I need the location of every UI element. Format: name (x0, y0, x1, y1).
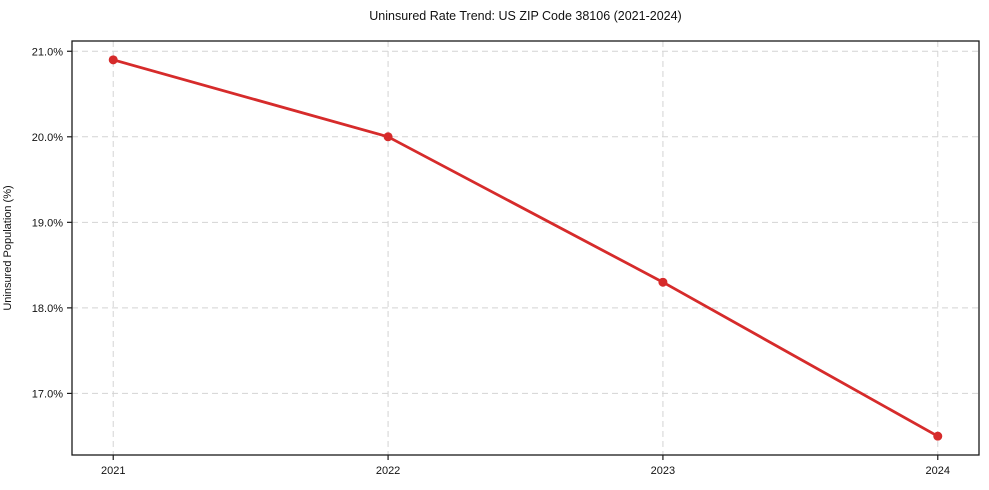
data-point-2024 (933, 431, 943, 441)
y-tick-label: 18.0% (32, 303, 63, 315)
trend-line (111, 58, 940, 438)
x-tick-label: 2022 (376, 465, 400, 477)
x-tick-label: 2023 (651, 465, 675, 477)
data-point-2021 (108, 55, 118, 65)
data-point-2023 (658, 277, 668, 287)
chart-title: Uninsured Rate Trend: US ZIP Code 38106 … (369, 9, 682, 23)
x-tick-label: 2021 (101, 465, 125, 477)
data-point-2022 (383, 132, 393, 142)
y-tick-label: 21.0% (32, 46, 63, 58)
y-tick-label: 19.0% (32, 217, 63, 229)
plot-border (71, 40, 980, 456)
y-tick-label: 17.0% (32, 388, 63, 400)
x-tick-label: 2024 (926, 465, 950, 477)
y-tick-label: 20.0% (32, 132, 63, 144)
